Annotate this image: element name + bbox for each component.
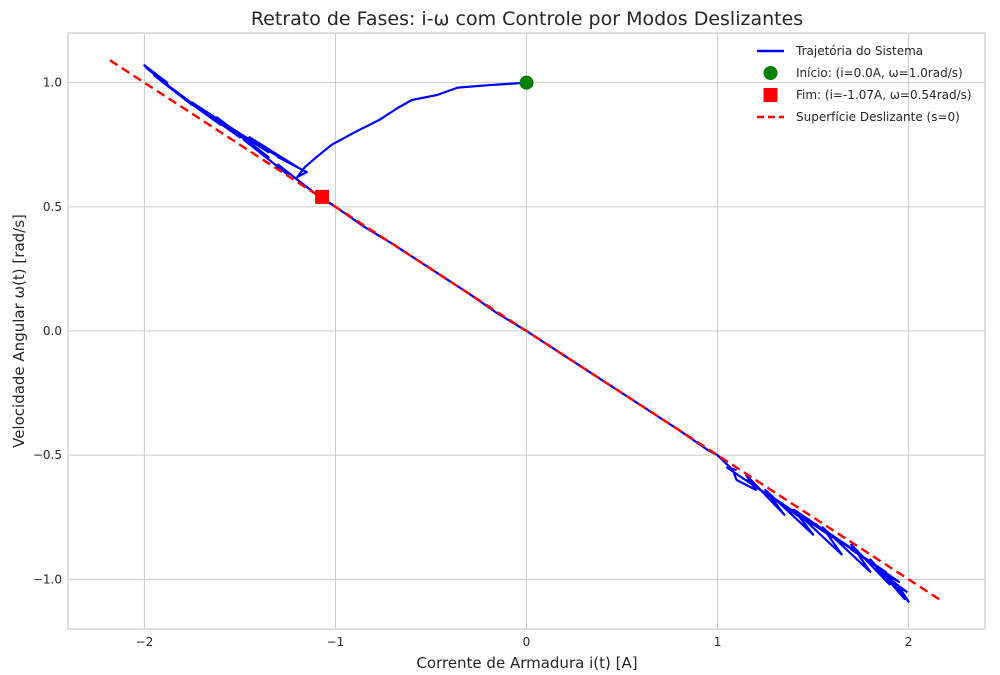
x-tick-label: 2: [905, 635, 913, 649]
chart-title: Retrato de Fases: i-ω com Controle por M…: [251, 8, 803, 30]
sliding-surface-line: [109, 59, 944, 603]
y-tick-label: −1.0: [33, 572, 62, 586]
end-point-marker: [315, 189, 330, 204]
legend-label: Fim: (i=-1.07A, ω=0.54rad/s): [796, 88, 972, 102]
y-tick-label: −0.5: [33, 448, 62, 462]
y-tick-label: 0.0: [43, 324, 62, 338]
x-tick-label: 0: [523, 635, 531, 649]
start-point-marker: [519, 75, 534, 90]
legend: Trajetória do Sistema Início: (i=0.0A, ω=…: [757, 44, 972, 124]
legend-start-swatch: [763, 66, 778, 80]
tick-labels: −2 −1 0 1 2 −1.0 −0.5 0.0 0.5 1.0: [33, 76, 913, 649]
plot-area: [109, 59, 944, 603]
legend-end-swatch: [763, 88, 778, 102]
plot-frame: [67, 32, 986, 630]
legend-label: Início: (i=0.0A, ω=1.0rad/s): [796, 66, 963, 80]
legend-label: Trajetória do Sistema: [795, 44, 923, 58]
y-tick-label: 0.5: [43, 200, 62, 214]
x-tick-label: −1: [327, 635, 345, 649]
x-axis-title: Corrente de Armadura i(t) [A]: [416, 654, 637, 672]
trajectory-line: [143, 64, 910, 603]
x-tick-label: 1: [714, 635, 722, 649]
legend-label: Superfície Deslizante (s=0): [796, 110, 960, 124]
x-tick-label: −2: [136, 635, 154, 649]
grid: [68, 33, 985, 629]
y-tick-label: 1.0: [43, 76, 62, 90]
y-axis-title: Velocidade Angular ω(t) [rad/s]: [10, 214, 28, 448]
